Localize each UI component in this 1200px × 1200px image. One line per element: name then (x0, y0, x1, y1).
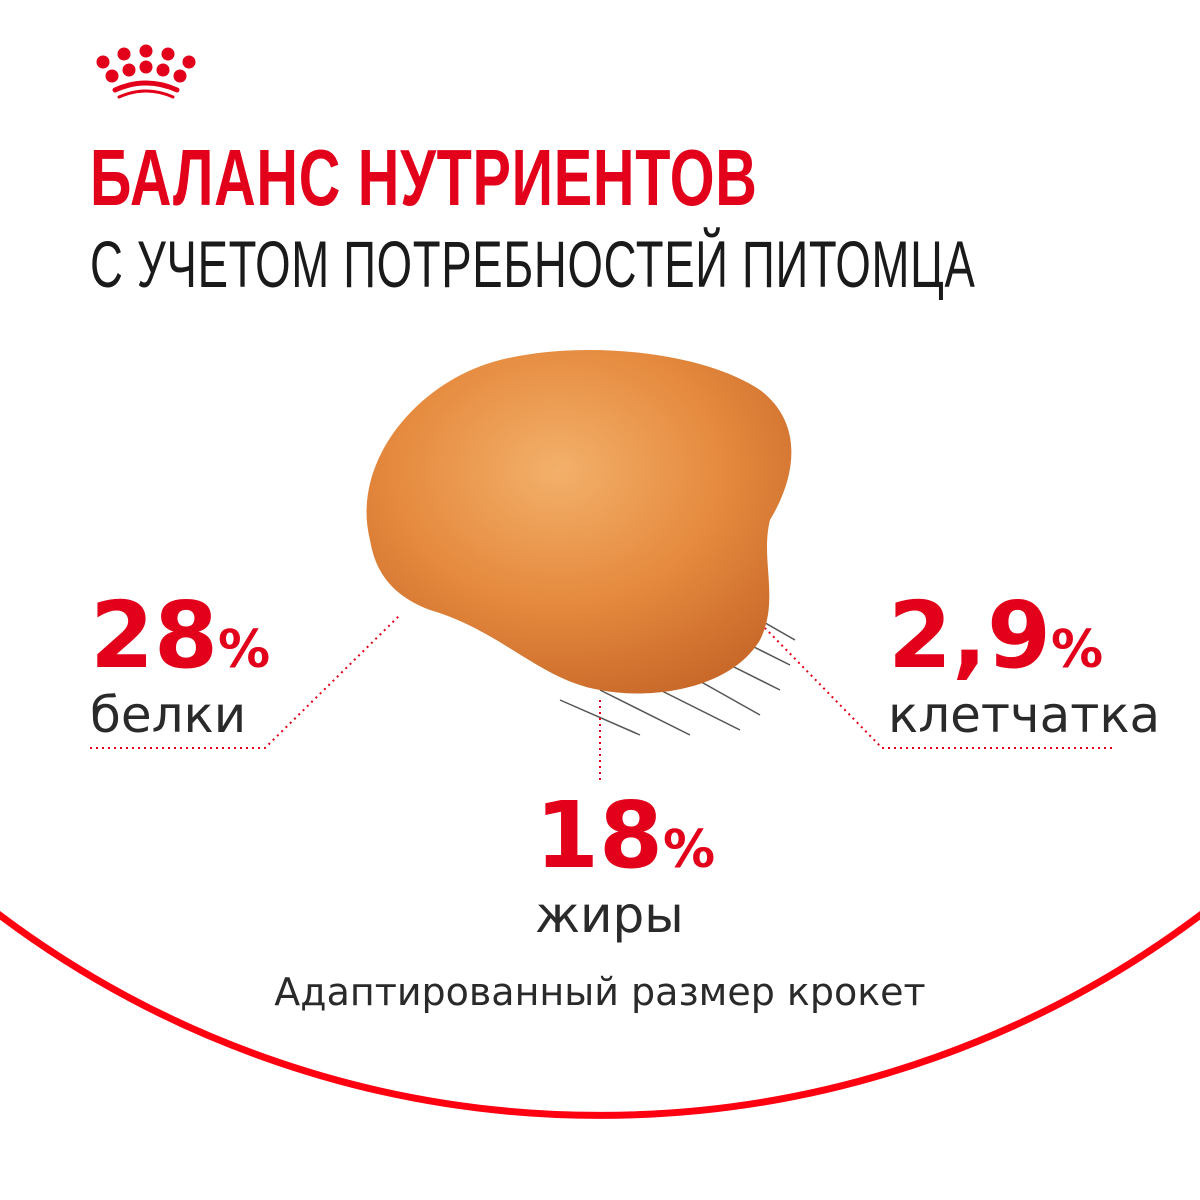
nutrient-fat: 18% жиры (535, 782, 716, 944)
fat-value: 18% (535, 782, 716, 889)
fiber-leader-line (764, 627, 1112, 749)
footer-caption: Адаптированный размер крокет (274, 970, 926, 1014)
fiber-label: клетчатка (888, 686, 1161, 744)
decorative-arc (0, 910, 1200, 1119)
kibble-image (366, 350, 792, 694)
nutrient-protein: 28% белки (90, 582, 271, 744)
page-title: БАЛАНС НУТРИЕНТОВ (90, 133, 758, 222)
protein-value: 28% (90, 582, 271, 689)
protein-label: белки (90, 686, 247, 744)
fat-label: жиры (535, 886, 684, 944)
nutrient-fiber: 2,9% клетчатка (888, 582, 1161, 744)
page-subtitle: С УЧЕТОМ ПОТРЕБНОСТЕЙ ПИТОМЦА (90, 227, 976, 301)
protein-leader-line (90, 614, 401, 749)
fiber-value: 2,9% (888, 582, 1104, 689)
crown-logo-icon (96, 44, 196, 99)
